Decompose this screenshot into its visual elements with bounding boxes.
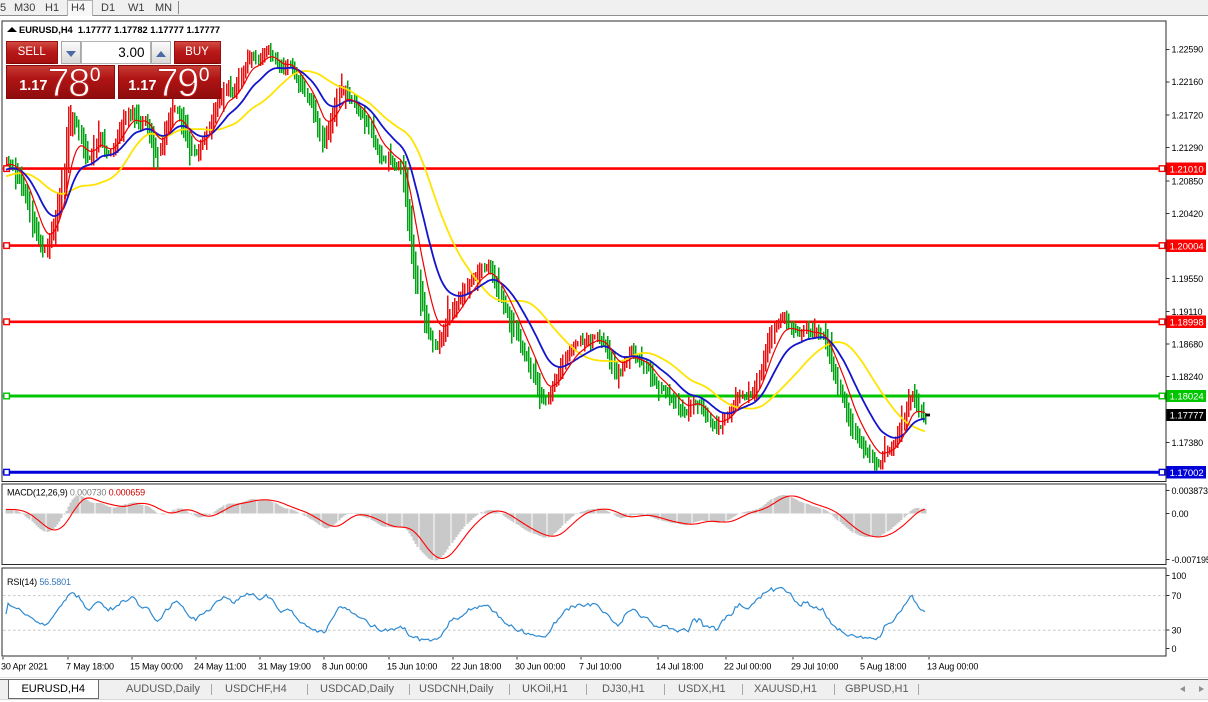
- svg-text:70: 70: [1172, 591, 1182, 601]
- svg-text:31 May 19:00: 31 May 19:00: [258, 662, 311, 672]
- svg-text:1.17002: 1.17002: [1170, 468, 1204, 479]
- svg-text:5 Aug 18:00: 5 Aug 18:00: [860, 662, 907, 672]
- svg-text:0: 0: [1172, 644, 1177, 654]
- svg-text:MACD(12,26,9) 0.000730 0.00065: MACD(12,26,9) 0.000730 0.000659: [7, 487, 145, 497]
- svg-text:15 Jun 10:00: 15 Jun 10:00: [387, 662, 437, 672]
- svg-text:8 Jun 00:00: 8 Jun 00:00: [322, 662, 368, 672]
- svg-text:15 May 00:00: 15 May 00:00: [130, 662, 183, 672]
- svg-text:1.18240: 1.18240: [1172, 372, 1204, 382]
- svg-text:30 Apr 2021: 30 Apr 2021: [1, 662, 48, 672]
- svg-text:1.21010: 1.21010: [1170, 164, 1204, 175]
- svg-text:1.19550: 1.19550: [1172, 274, 1204, 284]
- svg-text:1.21720: 1.21720: [1172, 111, 1204, 121]
- svg-text:1.20004: 1.20004: [1170, 241, 1205, 252]
- svg-text:29 Jul 10:00: 29 Jul 10:00: [791, 662, 838, 672]
- svg-text:1.22160: 1.22160: [1172, 77, 1204, 87]
- svg-text:24 May 11:00: 24 May 11:00: [194, 662, 246, 672]
- svg-text:30: 30: [1172, 626, 1182, 636]
- svg-text:14 Jul 18:00: 14 Jul 18:00: [656, 662, 703, 672]
- svg-text:1.20420: 1.20420: [1172, 209, 1204, 219]
- svg-text:RSI(14) 56.5801: RSI(14) 56.5801: [7, 577, 71, 587]
- svg-text:1.20850: 1.20850: [1172, 176, 1204, 186]
- svg-text:22 Jul 00:00: 22 Jul 00:00: [724, 662, 771, 672]
- svg-text:0.00: 0.00: [1172, 509, 1189, 519]
- svg-text:30 Jun 00:00: 30 Jun 00:00: [515, 662, 565, 672]
- svg-text:22 Jun 18:00: 22 Jun 18:00: [451, 662, 501, 672]
- svg-text:13 Aug 00:00: 13 Aug 00:00: [927, 662, 978, 672]
- svg-text:1.22590: 1.22590: [1172, 45, 1204, 55]
- svg-text:7 Jul 10:00: 7 Jul 10:00: [579, 662, 622, 672]
- svg-text:-0.007195: -0.007195: [1172, 555, 1208, 565]
- svg-text:1.18998: 1.18998: [1170, 318, 1204, 329]
- svg-text:1.18680: 1.18680: [1172, 340, 1204, 350]
- svg-text:100: 100: [1172, 571, 1187, 581]
- svg-text:7 May 18:00: 7 May 18:00: [66, 662, 114, 672]
- svg-text:1.19110: 1.19110: [1172, 307, 1203, 317]
- svg-text:0.003873: 0.003873: [1172, 486, 1208, 496]
- svg-text:1.18024: 1.18024: [1170, 392, 1205, 403]
- svg-text:1.21290: 1.21290: [1172, 143, 1204, 153]
- svg-text:1.17777: 1.17777: [1170, 411, 1204, 422]
- svg-text:1.17380: 1.17380: [1172, 438, 1204, 448]
